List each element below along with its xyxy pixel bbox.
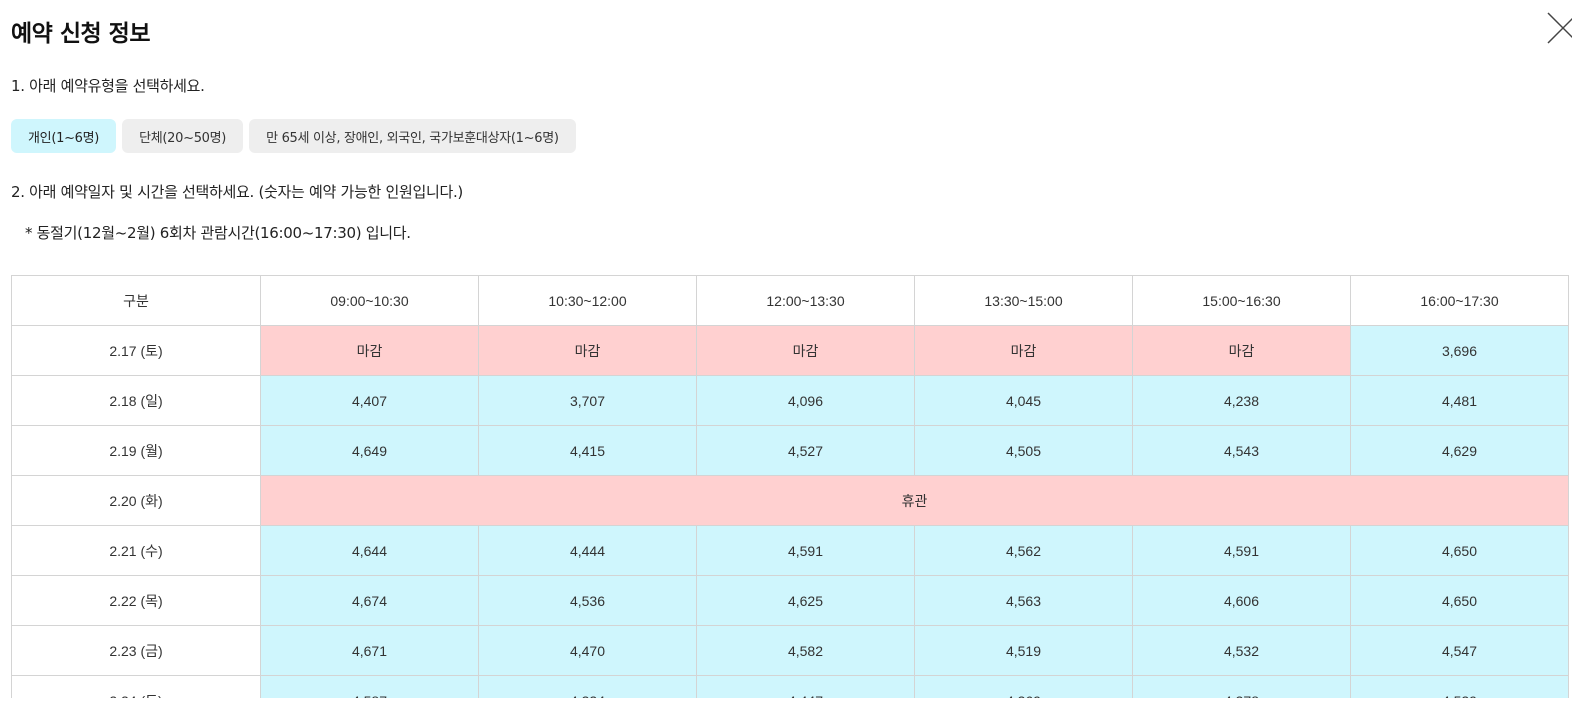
slot-closed-cell: 마감 <box>914 325 1133 376</box>
slot-available-cell[interactable]: 4,378 <box>1132 675 1351 698</box>
table-body: 2.17 (토) 마감 마감 마감 마감 마감 3,696 2.18 (일) 4,407 3,70… <box>11 325 1569 698</box>
row-date: 2.17 (토) <box>11 325 261 376</box>
slot-available-cell[interactable]: 4,547 <box>1350 625 1569 676</box>
slot-available-cell[interactable]: 3,707 <box>478 375 697 426</box>
row-date: 2.24 (토) <box>11 675 261 698</box>
column-header-category: 구분 <box>11 275 261 326</box>
table-row: 2.20 (화) 휴관 <box>11 475 1569 526</box>
slot-available-cell[interactable]: 4,415 <box>478 425 697 476</box>
table-row: 2.21 (수) 4,644 4,444 4,591 4,562 4,591 4,650 <box>11 525 1569 576</box>
slot-available-cell[interactable]: 4,563 <box>914 575 1133 626</box>
slot-closed-cell: 마감 <box>260 325 479 376</box>
row-date: 2.19 (월) <box>11 425 261 476</box>
slot-available-cell[interactable]: 4,674 <box>260 575 479 626</box>
slot-available-cell[interactable]: 4,629 <box>1350 425 1569 476</box>
slot-available-cell[interactable]: 4,505 <box>914 425 1133 476</box>
slot-available-cell[interactable]: 4,650 <box>1350 525 1569 576</box>
row-date: 2.20 (화) <box>11 475 261 526</box>
slot-available-cell[interactable]: 4,238 <box>1132 375 1351 426</box>
slot-available-cell[interactable]: 4,562 <box>914 525 1133 576</box>
table-header-row: 구분 09:00~10:30 10:30~12:00 12:00~13:30 13:30… <box>11 275 1569 326</box>
row-date: 2.23 (금) <box>11 625 261 676</box>
step2-instruction: 2. 아래 예약일자 및 시간을 선택하세요. (숫자는 예약 가능한 인원입니… <box>11 183 463 201</box>
slot-available-cell[interactable]: 4,644 <box>260 525 479 576</box>
row-date: 2.18 (일) <box>11 375 261 426</box>
slot-available-cell[interactable]: 4,447 <box>696 675 915 698</box>
close-icon <box>1547 12 1572 44</box>
slot-available-cell[interactable]: 4,650 <box>1350 575 1569 626</box>
table-row: 2.24 (토)4,5874,3244,4474,3694,3784,529 <box>11 675 1569 698</box>
table-row: 2.19 (월) 4,649 4,415 4,527 4,505 4,543 4,629 <box>11 425 1569 476</box>
slot-closed-cell: 마감 <box>1132 325 1351 376</box>
slot-available-cell[interactable]: 3,696 <box>1350 325 1569 376</box>
slot-available-cell[interactable]: 4,444 <box>478 525 697 576</box>
slot-available-cell[interactable]: 4,671 <box>260 625 479 676</box>
slot-available-cell[interactable]: 4,591 <box>1132 525 1351 576</box>
slot-available-cell[interactable]: 4,324 <box>478 675 697 698</box>
table-row: 2.17 (토) 마감 마감 마감 마감 마감 3,696 <box>11 325 1569 376</box>
slot-available-cell[interactable]: 4,045 <box>914 375 1133 426</box>
slot-available-cell[interactable]: 4,532 <box>1132 625 1351 676</box>
slot-closed-cell: 마감 <box>696 325 915 376</box>
type-button-individual[interactable]: 개인(1~6명) <box>11 119 117 153</box>
slot-available-cell[interactable]: 4,543 <box>1132 425 1351 476</box>
table-row: 2.22 (목) 4,674 4,536 4,625 4,563 4,606 4,650 <box>11 575 1569 626</box>
column-header-timeslot: 09:00~10:30 <box>260 275 479 326</box>
type-button-special[interactable]: 만 65세 이상, 장애인, 외국인, 국가보훈대상자(1~6명) <box>249 119 576 153</box>
column-header-timeslot: 10:30~12:00 <box>478 275 697 326</box>
slot-available-cell[interactable]: 4,481 <box>1350 375 1569 426</box>
row-date: 2.22 (목) <box>11 575 261 626</box>
slot-available-cell[interactable]: 4,536 <box>478 575 697 626</box>
slot-available-cell[interactable]: 4,587 <box>260 675 479 698</box>
slot-available-cell[interactable]: 4,369 <box>914 675 1133 698</box>
modal-title: 예약 신청 정보 <box>11 21 150 47</box>
slot-available-cell[interactable]: 4,470 <box>478 625 697 676</box>
type-button-group[interactable]: 단체(20~50명) <box>122 119 244 153</box>
slot-available-cell[interactable]: 4,527 <box>696 425 915 476</box>
slot-available-cell[interactable]: 4,096 <box>696 375 915 426</box>
winter-hours-note: * 동절기(12월~2월) 6회차 관람시간(16:00~17:30) 입니다. <box>25 224 411 242</box>
slot-available-cell[interactable]: 4,625 <box>696 575 915 626</box>
column-header-timeslot: 16:00~17:30 <box>1350 275 1569 326</box>
table-row: 2.23 (금) 4,671 4,470 4,582 4,519 4,532 4,547 <box>11 625 1569 676</box>
slot-available-cell[interactable]: 4,649 <box>260 425 479 476</box>
slot-available-cell[interactable]: 4,407 <box>260 375 479 426</box>
holiday-cell: 휴관 <box>260 475 1569 526</box>
schedule-table-container: 구분 09:00~10:30 10:30~12:00 12:00~13:30 13:30… <box>11 275 1572 698</box>
slot-available-cell[interactable]: 4,519 <box>914 625 1133 676</box>
column-header-timeslot: 15:00~16:30 <box>1132 275 1351 326</box>
slot-available-cell[interactable]: 4,529 <box>1350 675 1569 698</box>
close-button[interactable] <box>1544 10 1572 46</box>
column-header-timeslot: 12:00~13:30 <box>696 275 915 326</box>
column-header-timeslot: 13:30~15:00 <box>914 275 1133 326</box>
step1-instruction: 1. 아래 예약유형을 선택하세요. <box>11 77 205 95</box>
row-date: 2.21 (수) <box>11 525 261 576</box>
reservation-type-group: 개인(1~6명) 단체(20~50명) 만 65세 이상, 장애인, 외국인, … <box>11 119 576 153</box>
schedule-table: 구분 09:00~10:30 10:30~12:00 12:00~13:30 13:30… <box>11 275 1569 698</box>
table-row: 2.18 (일) 4,407 3,707 4,096 4,045 4,238 4,481 <box>11 375 1569 426</box>
slot-available-cell[interactable]: 4,591 <box>696 525 915 576</box>
slot-available-cell[interactable]: 4,582 <box>696 625 915 676</box>
slot-available-cell[interactable]: 4,606 <box>1132 575 1351 626</box>
slot-closed-cell: 마감 <box>478 325 697 376</box>
